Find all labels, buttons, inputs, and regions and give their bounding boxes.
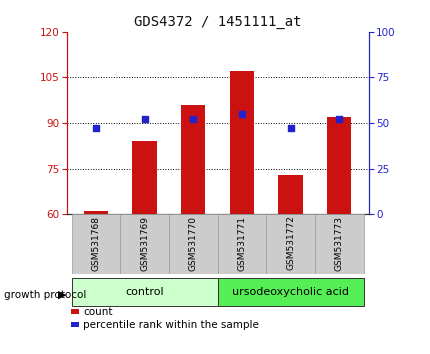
Text: ▶: ▶ (58, 290, 67, 299)
Point (141, 116, 148, 122)
Bar (278, 175, 302, 214)
Text: percentile rank within the sample: percentile rank within the sample (83, 320, 258, 330)
Bar (120, 214, 169, 274)
Text: GSM531773: GSM531773 (334, 216, 343, 270)
Text: GSM531769: GSM531769 (140, 216, 149, 270)
Bar (71, 214, 120, 274)
Bar (217, 214, 266, 274)
Bar (71, 309, 79, 314)
Bar (326, 117, 350, 214)
Bar (84, 211, 108, 214)
Bar (71, 322, 79, 327)
Bar (181, 105, 205, 214)
Text: GSM531768: GSM531768 (91, 216, 100, 270)
Text: GSM531771: GSM531771 (237, 216, 246, 270)
Bar (314, 214, 363, 274)
Bar (217, 278, 363, 306)
Bar (266, 214, 314, 274)
Text: ursodeoxycholic acid: ursodeoxycholic acid (232, 287, 348, 297)
Text: growth protocol: growth protocol (4, 290, 86, 299)
Bar (169, 214, 217, 274)
Point (286, 126, 293, 131)
Bar (71, 278, 217, 306)
Bar (132, 141, 157, 214)
Text: count: count (83, 307, 112, 317)
Point (335, 116, 342, 122)
Point (92, 126, 99, 131)
Point (238, 111, 245, 117)
Text: GSM531770: GSM531770 (188, 216, 197, 270)
Text: GSM531772: GSM531772 (286, 216, 295, 270)
Bar (229, 72, 254, 214)
Title: GDS4372 / 1451111_at: GDS4372 / 1451111_at (134, 16, 301, 29)
Text: control: control (125, 287, 163, 297)
Point (190, 116, 197, 122)
